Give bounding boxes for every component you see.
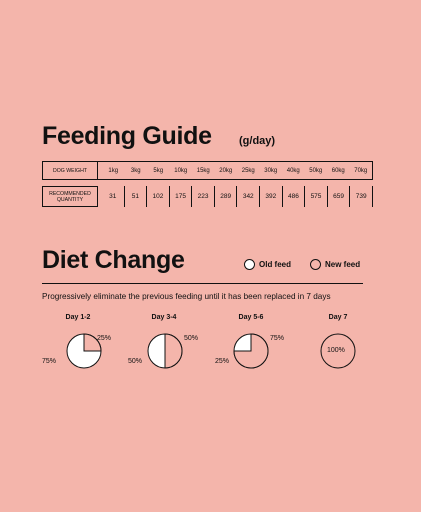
weight-cell: 30kg — [264, 167, 278, 174]
quantity-cell: 31 — [102, 186, 125, 207]
feeding-guide-title: Feeding Guide — [42, 122, 212, 150]
weight-cell: 60kg — [331, 167, 345, 174]
weight-cell: 15kg — [196, 167, 210, 174]
quantity-cell: 223 — [192, 186, 215, 207]
new-feed-slice-2 — [164, 333, 183, 369]
weight-cell: 20kg — [219, 167, 233, 174]
diet-change-description: Progressively eliminate the previous fee… — [42, 292, 331, 301]
weight-cell: 40kg — [286, 167, 300, 174]
quantity-cell: 659 — [328, 186, 351, 207]
feeding-guide-unit: (g/day) — [239, 135, 276, 147]
divider — [42, 283, 363, 284]
weight-cell: 5kg — [153, 167, 164, 174]
weight-cell: 10kg — [174, 167, 188, 174]
new-feed-slice-1 — [83, 333, 102, 352]
quantity-cell: 575 — [305, 186, 328, 207]
legend-old-feed: Old feed — [244, 259, 291, 270]
quantity-cell: 739 — [350, 186, 373, 207]
day5-old-percent: 25% — [215, 358, 230, 365]
weight-cell: 70kg — [354, 167, 368, 174]
day-label: Day 3-4 — [151, 314, 177, 321]
dog-weight-label: DOG WEIGHT — [42, 161, 98, 180]
weight-cell: 25kg — [241, 167, 255, 174]
day3-new-percent: 50% — [184, 335, 199, 342]
recommended-quantity-label: RECOMMENDED QUANTITY — [42, 186, 98, 207]
weights-row: 1kg 3kg 5kg 10kg 15kg 20kg 25kg 30kg 40k… — [98, 161, 373, 180]
quantity-cell: 289 — [215, 186, 238, 207]
diet-change-title: Diet Change — [42, 246, 185, 274]
quantity-cell: 51 — [125, 186, 148, 207]
day7-center-percent: 100% — [327, 347, 345, 354]
day-pie-4 — [320, 333, 356, 369]
quantity-cell: 102 — [147, 186, 170, 207]
day-label: Day 7 — [328, 314, 348, 321]
legend-old-label: Old feed — [259, 260, 292, 269]
quantities-row: 31 51 102 175 223 289 342 392 486 575 65… — [98, 186, 373, 207]
old-feed-swatch-icon — [244, 259, 255, 270]
day1-old-percent: 75% — [42, 358, 57, 365]
day-label: Day 5-6 — [238, 314, 264, 321]
day3-old-percent: 50% — [128, 358, 143, 365]
quantity-cell: 486 — [283, 186, 306, 207]
quantity-cell: 175 — [170, 186, 193, 207]
weight-cell: 1kg — [108, 167, 119, 174]
day-label: Day 1-2 — [65, 314, 91, 321]
new-feed-swatch-icon — [310, 259, 321, 270]
legend-new-label: New feed — [325, 260, 361, 269]
weight-cell: 50kg — [309, 167, 323, 174]
quantity-cell: 392 — [260, 186, 283, 207]
new-feed-slice-3 — [233, 333, 269, 369]
day1-new-percent: 25% — [97, 335, 112, 342]
day5-new-percent: 75% — [270, 335, 285, 342]
quantity-cell: 342 — [237, 186, 261, 207]
legend-new-feed: New feed — [310, 259, 360, 270]
weight-cell: 3kg — [130, 167, 141, 174]
